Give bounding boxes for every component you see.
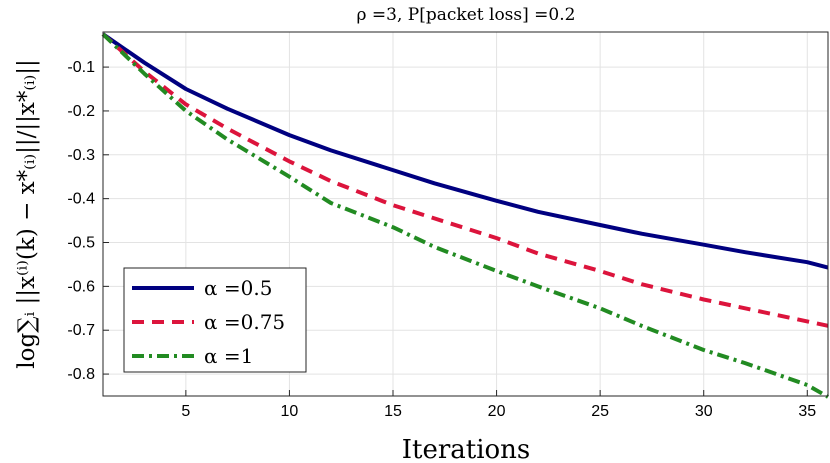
y-tick-label: -0.6 [67,278,95,295]
series-layer [101,32,829,399]
legend-label: α =0.75 [204,310,285,334]
x-tick-label: 15 [384,403,402,420]
x-tick-label: 20 [488,403,506,420]
x-tick-label: 30 [695,403,713,420]
series-line-3 [101,32,829,399]
y-tick-label: -0.5 [67,235,95,252]
y-tick-label: -0.2 [67,103,95,120]
x-tick-label: 25 [591,403,609,420]
x-tick-label: 35 [798,403,816,420]
legend-label: α =1 [204,344,253,368]
x-tick-label: 5 [181,403,190,420]
y-tick-label: -0.4 [67,191,95,208]
y-tick-label: -0.7 [67,322,95,339]
series-line-1 [101,32,829,270]
x-axis-label: Iterations [402,435,531,463]
grid-layer [103,32,828,396]
y-tick-label: -0.1 [67,59,95,76]
x-tick-label: 10 [281,403,299,420]
legend: α =0.5 α =0.75 α =1 [123,267,307,373]
series-line-2 [101,32,829,328]
y-tick-label: -0.3 [67,147,95,164]
chart-title: ρ =3, P[packet loss] =0.2 [357,5,576,25]
legend-label: α =0.5 [204,276,272,300]
plot-area-frame [102,31,829,397]
axis-ticks: 5 10 15 20 25 30 35 -0.1 -0.2 -0.3 -0.4 -0.5 -0.6 -0.… [67,59,816,420]
y-axis-label: log∑ᵢ ||x⁽ⁱ⁾(k) − x*₍ᵢ₎||/||x*₍ᵢ₎|| [14,59,40,369]
y-tick-label: -0.8 [67,366,95,383]
